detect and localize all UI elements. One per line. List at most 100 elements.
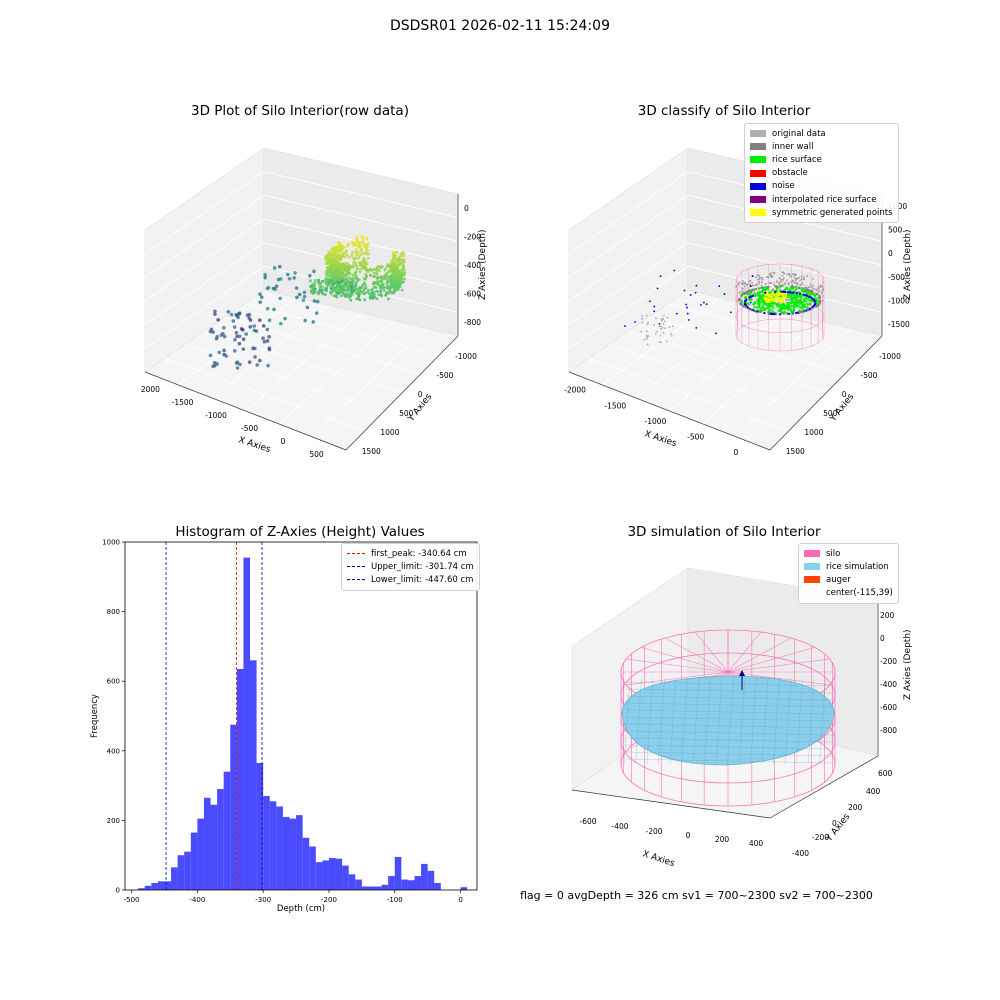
- original-point: [658, 340, 661, 343]
- data-point: [337, 267, 341, 271]
- data-point: [349, 265, 353, 268]
- noise-point: [687, 319, 690, 321]
- rice-surface-point: [785, 286, 788, 289]
- legend-entry: interpolated rice surface: [750, 193, 893, 206]
- inner-wall-point: [806, 308, 810, 312]
- histogram-bar: [144, 885, 152, 890]
- data-point: [323, 293, 327, 297]
- original-point: [801, 282, 804, 285]
- rice-surface-point: [808, 302, 812, 305]
- original-point: [808, 286, 810, 289]
- z-tick-label: -600: [464, 289, 481, 298]
- data-point: [263, 272, 267, 277]
- data-point: [384, 267, 388, 271]
- rice-surface-point: [766, 307, 769, 310]
- data-point: [349, 298, 353, 302]
- symmetric-point: [774, 298, 778, 301]
- data-point: [364, 272, 368, 276]
- data-point: [354, 248, 358, 252]
- legend-swatch: [804, 576, 820, 584]
- y-tick-label: 1000: [102, 539, 120, 547]
- noise-point: [658, 322, 661, 325]
- inner-wall-point: [803, 309, 806, 312]
- data-point: [272, 307, 276, 312]
- rice-surface-point: [743, 296, 747, 299]
- legend-line-sample: [347, 566, 365, 568]
- original-point: [641, 318, 644, 320]
- rice-surface-point: [757, 300, 760, 303]
- rice-surface-point: [752, 303, 755, 306]
- original-point: [821, 285, 824, 288]
- data-point: [252, 324, 257, 328]
- x-tick-label: 0: [458, 896, 462, 904]
- data-point: [401, 260, 405, 264]
- rice-simulation-surface: [621, 670, 835, 766]
- data-point: [261, 324, 266, 328]
- legend-entry: first_peak: -340.64 cm: [347, 547, 474, 560]
- original-point: [646, 343, 649, 346]
- rice-surface-point: [746, 293, 749, 296]
- original-point: [672, 325, 674, 328]
- noise-point: [813, 304, 816, 307]
- data-point: [321, 285, 325, 289]
- rice-surface-point: [790, 305, 794, 308]
- noise-point: [764, 291, 767, 294]
- rice-surface-point: [786, 301, 790, 305]
- data-point: [305, 305, 310, 310]
- original-point: [760, 284, 763, 287]
- legend-entry: center(-115,39): [804, 587, 893, 600]
- original-point: [752, 292, 755, 294]
- rice-mesh-line: [658, 677, 665, 765]
- x-tick-label: -100: [387, 896, 403, 904]
- inner-wall-point: [791, 285, 794, 289]
- rice-mesh-line: [625, 681, 833, 687]
- original-point: [641, 315, 644, 317]
- rice-mesh-line: [704, 677, 711, 765]
- wall-grid-line: [144, 171, 265, 255]
- x-axis-line: [144, 371, 347, 451]
- inner-wall-point: [739, 301, 742, 305]
- data-point: [357, 256, 361, 260]
- histogram-bar: [460, 887, 468, 890]
- original-point: [659, 334, 662, 337]
- data-point: [399, 254, 403, 258]
- legend-entry: obstacle: [750, 167, 893, 180]
- data-point: [351, 274, 355, 277]
- rice-surface-point: [765, 303, 768, 306]
- data-point: [335, 262, 339, 266]
- data-point: [401, 280, 405, 284]
- original-point: [803, 278, 806, 281]
- histogram-bar: [342, 865, 349, 890]
- data-point: [355, 253, 359, 257]
- inner-wall-point: [754, 309, 757, 312]
- y-tick-label: 400: [866, 787, 881, 796]
- y-tick-label: 200: [107, 817, 120, 825]
- original-point: [810, 286, 813, 288]
- y-tick-label: 0: [116, 887, 120, 895]
- z-tick-label: -600: [880, 703, 897, 712]
- data-point: [403, 277, 406, 281]
- data-point: [267, 334, 271, 339]
- data-point: [329, 287, 333, 291]
- data-point: [351, 265, 355, 269]
- data-point: [337, 240, 340, 244]
- data-point: [360, 252, 364, 256]
- legend-swatch: [750, 169, 766, 177]
- original-point: [755, 276, 758, 279]
- rice-surface-point: [792, 307, 796, 310]
- data-point: [402, 258, 406, 262]
- original-point: [665, 340, 668, 343]
- rice-surface-point: [790, 299, 794, 302]
- data-point: [368, 292, 371, 296]
- z-tick-label: -800: [464, 318, 481, 327]
- data-point: [332, 249, 336, 253]
- original-point: [800, 275, 803, 278]
- data-point: [340, 275, 344, 279]
- legend-line-sample: [347, 553, 365, 555]
- data-point: [382, 286, 386, 289]
- data-point: [302, 290, 307, 295]
- silo-roof-line: [641, 647, 729, 673]
- silo-roof-line: [727, 671, 830, 686]
- data-point: [335, 255, 339, 259]
- data-point: [211, 330, 215, 334]
